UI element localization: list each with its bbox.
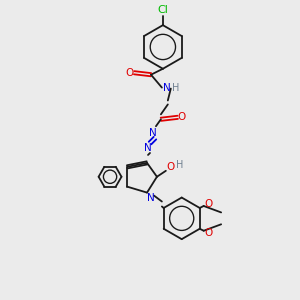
Text: O: O bbox=[205, 199, 213, 209]
Text: O: O bbox=[125, 68, 133, 78]
Text: N: N bbox=[149, 128, 157, 138]
Text: N: N bbox=[144, 143, 152, 153]
Text: O: O bbox=[178, 112, 186, 122]
Text: N: N bbox=[163, 82, 171, 93]
Text: O: O bbox=[205, 228, 213, 238]
Text: Cl: Cl bbox=[158, 5, 168, 15]
Text: O: O bbox=[167, 162, 175, 172]
Text: H: H bbox=[176, 160, 183, 170]
Text: N: N bbox=[147, 193, 155, 202]
Text: H: H bbox=[172, 82, 179, 93]
